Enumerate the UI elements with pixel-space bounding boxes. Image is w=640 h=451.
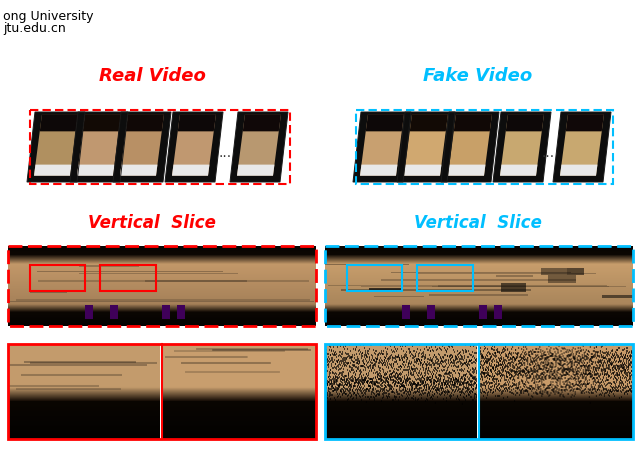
Polygon shape (448, 115, 492, 176)
Polygon shape (506, 115, 544, 132)
Text: ong University: ong University (3, 10, 93, 23)
Polygon shape (237, 115, 281, 176)
Polygon shape (448, 165, 486, 176)
Polygon shape (243, 115, 281, 132)
Bar (30, 111, 290, 184)
Polygon shape (165, 113, 223, 183)
Polygon shape (560, 115, 604, 176)
Polygon shape (77, 115, 121, 176)
Polygon shape (404, 165, 442, 176)
Bar (417, 266, 473, 291)
Polygon shape (40, 115, 78, 132)
Polygon shape (120, 165, 157, 176)
Text: Vertical  Slice: Vertical Slice (88, 213, 216, 231)
Polygon shape (560, 165, 598, 176)
Polygon shape (83, 115, 121, 132)
Bar (325, 246, 633, 326)
Text: ...: ... (218, 146, 232, 160)
Bar (8, 344, 316, 439)
Polygon shape (553, 113, 611, 183)
Text: jtu.edu.cn: jtu.edu.cn (3, 22, 66, 35)
Polygon shape (125, 115, 164, 132)
Polygon shape (77, 165, 115, 176)
Polygon shape (237, 165, 275, 176)
Text: Vertical  Slice: Vertical Slice (414, 213, 542, 231)
Polygon shape (454, 115, 492, 132)
Bar (347, 266, 402, 291)
Polygon shape (500, 115, 544, 176)
Bar (29, 266, 85, 291)
Polygon shape (500, 165, 538, 176)
Polygon shape (113, 113, 171, 183)
Polygon shape (404, 115, 448, 176)
Polygon shape (178, 115, 216, 132)
Polygon shape (441, 113, 499, 183)
Bar (100, 266, 156, 291)
Text: ...: ... (541, 146, 555, 160)
Polygon shape (230, 113, 288, 183)
Polygon shape (172, 165, 209, 176)
Polygon shape (34, 165, 72, 176)
Polygon shape (410, 115, 448, 132)
Polygon shape (360, 115, 404, 176)
Polygon shape (70, 113, 128, 183)
Bar (325, 344, 633, 439)
Polygon shape (566, 115, 604, 132)
Bar (356, 111, 613, 184)
Polygon shape (120, 115, 164, 176)
Text: Fake Video: Fake Video (424, 67, 532, 85)
Polygon shape (493, 113, 551, 183)
Polygon shape (27, 113, 85, 183)
Bar (8, 246, 316, 326)
Text: Real Video: Real Video (99, 67, 205, 85)
Polygon shape (366, 115, 404, 132)
Polygon shape (34, 115, 78, 176)
Polygon shape (172, 115, 216, 176)
Polygon shape (397, 113, 455, 183)
Polygon shape (353, 113, 411, 183)
Polygon shape (360, 165, 397, 176)
